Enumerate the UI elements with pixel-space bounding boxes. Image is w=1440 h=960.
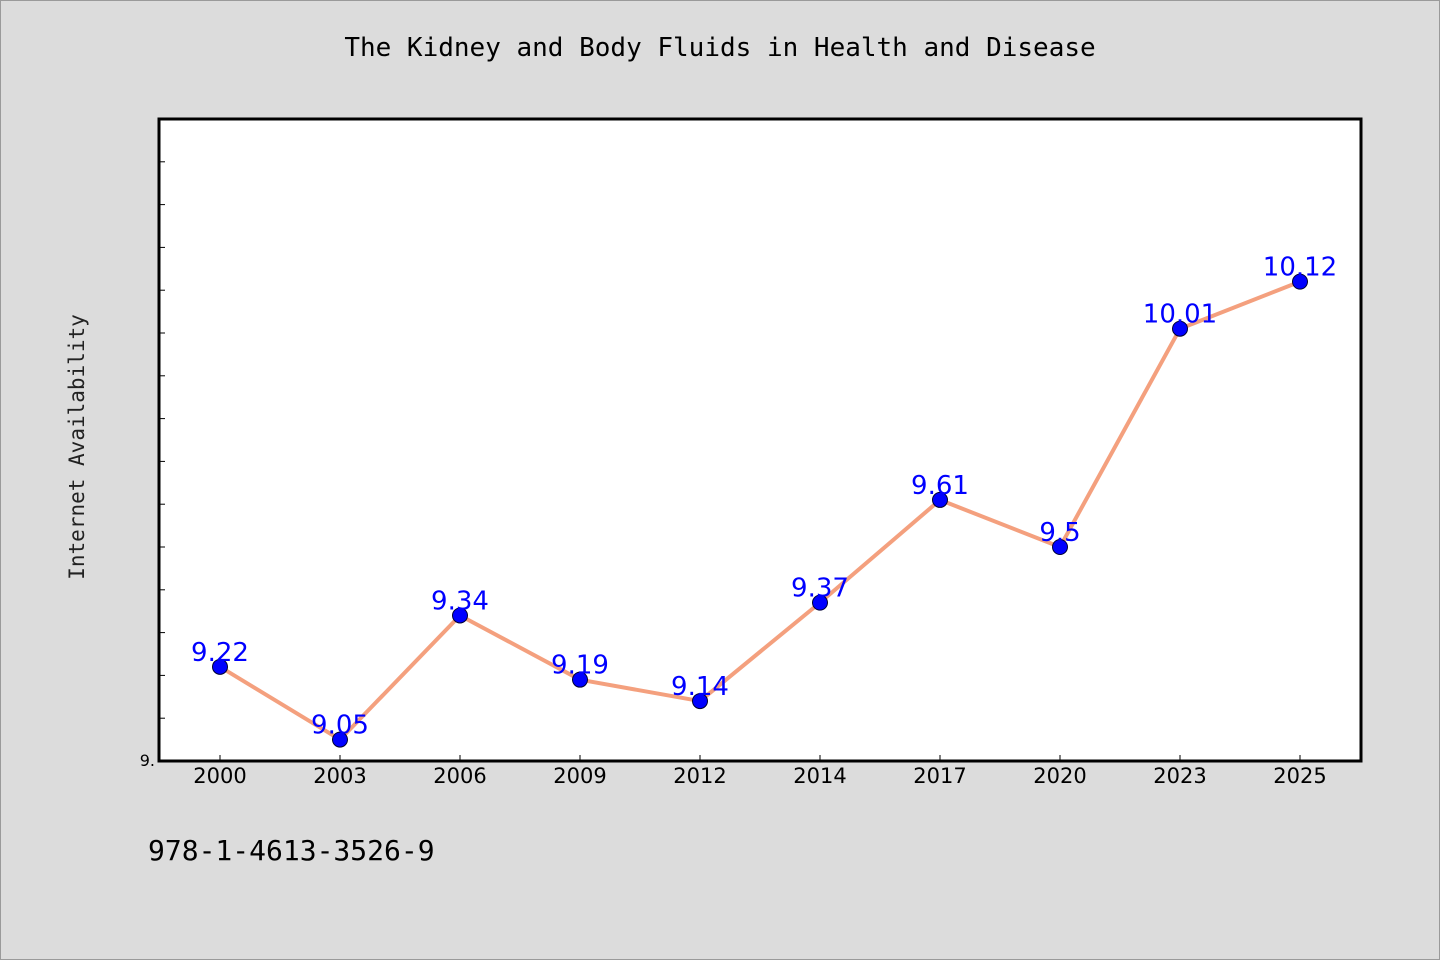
data-point [1052, 539, 1068, 555]
x-tick-label: 2014 [793, 764, 846, 788]
data-label: 9.37 [791, 574, 849, 604]
data-label: 9.19 [551, 651, 609, 681]
chart-title: The Kidney and Body Fluids in Health and… [344, 33, 1096, 63]
data-label: 9.14 [671, 672, 729, 702]
data-point [452, 607, 468, 624]
x-tick-label: 2023 [1153, 764, 1206, 788]
x-tick-label: 2000 [193, 764, 246, 788]
x-tick-label: 2017 [913, 764, 966, 788]
data-point [212, 658, 228, 675]
data-label: 10.12 [1263, 253, 1337, 283]
data-point [572, 671, 588, 688]
plot-border [157, 117, 1363, 763]
data-point [932, 491, 948, 508]
data-label: 9.05 [311, 711, 369, 741]
data-point [1172, 320, 1188, 337]
x-tick-label: 2003 [313, 764, 366, 788]
x-tick-label: 2020 [1033, 764, 1086, 788]
y-tick-label: 9. [140, 751, 155, 770]
data-point [332, 731, 348, 748]
plot-background [159, 119, 1361, 761]
data-label: 9.34 [431, 586, 489, 616]
data-label: 9.61 [911, 471, 969, 501]
x-tick-label: 2012 [673, 764, 726, 788]
isbn-footer: 978-1-4613-3526-9 [148, 834, 435, 867]
x-tick-label: 2006 [433, 764, 486, 788]
data-label: 9.22 [191, 638, 249, 668]
x-tick-label: 2009 [553, 764, 606, 788]
data-label: 10.01 [1143, 300, 1217, 330]
data-point [1292, 273, 1308, 290]
data-label: 9.5 [1039, 518, 1080, 548]
data-point [692, 693, 708, 710]
data-point [812, 594, 828, 611]
x-tick-label: 2025 [1273, 764, 1326, 788]
series-line [218, 279, 1302, 742]
